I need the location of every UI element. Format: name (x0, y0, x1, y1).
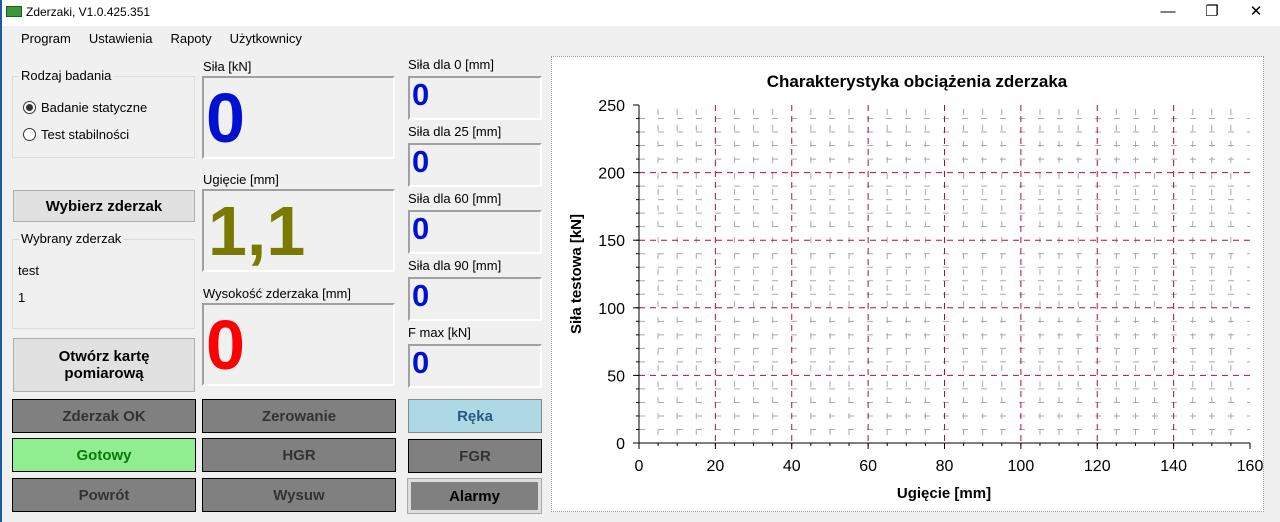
open-measurement-card-button[interactable]: Otwórz kartę pomiarową (13, 338, 195, 392)
hgr-indicator[interactable]: HGR (202, 438, 396, 472)
force-at-readout: 0 (408, 76, 542, 120)
bumper-name: test (18, 263, 39, 278)
force-label: Siła [kN] (203, 59, 252, 74)
selected-bumper-label: Wybrany zderzak (19, 231, 124, 246)
x-axis-label: Ugięcie [mm] (897, 485, 991, 502)
restore-button[interactable]: ❐ (1205, 3, 1219, 20)
y-tick-label: 200 (598, 166, 625, 183)
menu-bar: Program Ustawienia Rapoty Użytkownicy (12, 28, 311, 50)
gotowy-indicator[interactable]: Gotowy (12, 438, 196, 472)
x-tick-label: 160 (1237, 458, 1264, 475)
wysuw-button[interactable]: Wysuw (202, 478, 396, 512)
chart-title: Charakterystyka obciążenia zderzaka (767, 72, 1068, 91)
y-tick-label: 100 (598, 301, 625, 318)
y-tick-label: 0 (616, 436, 625, 453)
title-bar: Zderzaki, V1.0.425.351 — ❐ ✕ (2, 0, 1280, 26)
fgr-indicator[interactable]: FGR (408, 439, 542, 473)
zerowanie-button[interactable]: Zerowanie (202, 399, 396, 433)
close-button[interactable]: ✕ (1249, 3, 1263, 20)
select-bumper-button[interactable]: Wybierz zderzak (13, 190, 195, 222)
x-tick-label: 120 (1084, 458, 1111, 475)
test-type-label: Rodzaj badania (19, 68, 114, 83)
selected-bumper-group: Wybrany zderzak test 1 (12, 231, 195, 329)
menu-rapoty[interactable]: Rapoty (170, 31, 212, 46)
force-at-label: Siła dla 90 [mm] (408, 258, 502, 273)
x-tick-label: 40 (783, 458, 801, 475)
powrot-button[interactable]: Powrót (12, 478, 196, 512)
force-at-label: F max [kN] (408, 325, 471, 340)
load-chart: 0 20 40 60 80 100 120 140 160 0 50 100 150 200 250 Char… (568, 72, 1264, 502)
zderzak-ok-indicator[interactable]: Zderzak OK (12, 399, 196, 433)
force-readout: 0 (202, 76, 395, 159)
y-tick-label: 150 (598, 233, 625, 250)
reka-button[interactable]: Ręka (408, 399, 542, 433)
minimize-button[interactable]: — (1160, 3, 1176, 20)
force-at-label: Siła dla 25 [mm] (408, 124, 502, 139)
height-label: Wysokość zderzaka [mm] (203, 286, 351, 301)
force-at-label: Siła dla 60 [mm] (408, 191, 502, 206)
x-tick-label: 140 (1160, 458, 1187, 475)
force-at-readout: 0 (408, 277, 542, 321)
test-type-group: Rodzaj badania Badanie statyczne Test st… (12, 68, 195, 158)
menu-uzytkownicy[interactable]: Użytkownicy (229, 31, 302, 46)
window-title: Zderzaki, V1.0.425.351 (26, 5, 151, 19)
x-tick-label: 60 (859, 458, 877, 475)
x-tick-label: 20 (706, 458, 724, 475)
menu-ustawienia[interactable]: Ustawienia (88, 31, 153, 46)
force-at-readout: 0 (408, 143, 542, 187)
radio-badanie-statyczne[interactable]: Badanie statyczne (23, 100, 147, 115)
bumper-number: 1 (18, 290, 26, 305)
radio-label: Test stabilności (41, 127, 130, 142)
deflection-label: Ugięcie [mm] (203, 172, 279, 187)
x-tick-label: 0 (635, 458, 644, 475)
x-tick-label: 80 (936, 458, 954, 475)
load-chart-panel: 0 20 40 60 80 100 120 140 160 0 50 100 150 200 250 Char… (551, 56, 1264, 512)
height-readout: 0 (202, 303, 395, 386)
y-tick-label: 250 (598, 98, 625, 115)
app-icon (6, 6, 22, 17)
force-at-readout: 0 (408, 344, 542, 388)
alarmy-button[interactable]: Alarmy (407, 478, 542, 514)
x-tick-label: 100 (1008, 458, 1035, 475)
force-at-readout: 0 (408, 210, 542, 254)
deflection-readout: 1,1 (202, 189, 395, 272)
force-at-label: Siła dla 0 [mm] (408, 57, 494, 72)
radio-test-stabilnosci[interactable]: Test stabilności (23, 127, 129, 142)
radio-label: Badanie statyczne (41, 100, 148, 115)
y-tick-label: 50 (607, 368, 625, 385)
menu-program[interactable]: Program (21, 31, 71, 46)
y-axis-label: Siła testowa [kN] (568, 214, 585, 334)
